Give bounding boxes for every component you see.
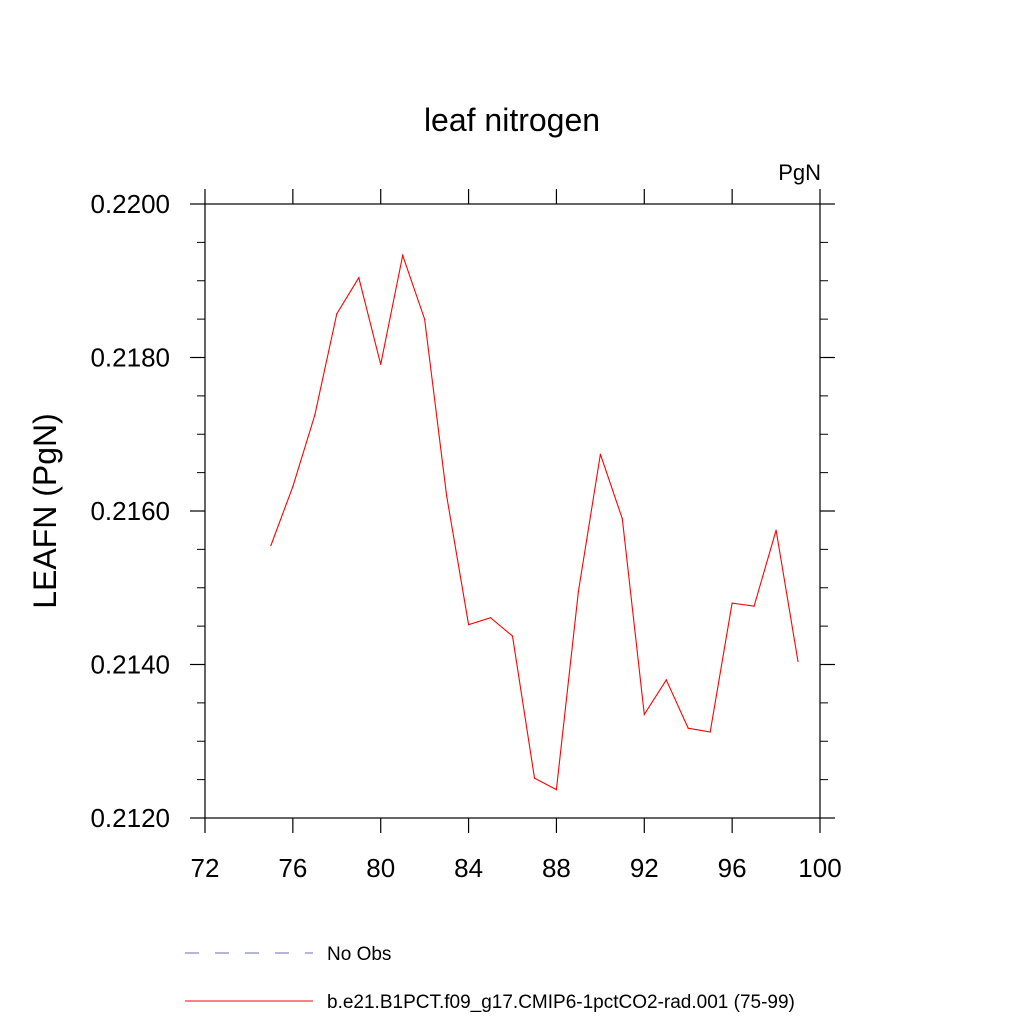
data-point — [599, 453, 601, 455]
data-point — [731, 602, 733, 604]
data-point — [380, 363, 382, 366]
series-line — [270, 253, 799, 791]
data-point — [709, 731, 711, 733]
x-tick-label: 80 — [366, 853, 395, 883]
data-point — [314, 414, 316, 416]
data-point — [402, 254, 404, 257]
x-tick-label: 84 — [454, 853, 483, 883]
plot-frame — [204, 203, 821, 819]
legend: No Obs b.e21.B1PCT.f09_g17.CMIP6-1pctCO2-… — [185, 944, 795, 1013]
units-label: PgN — [778, 160, 821, 185]
data-point — [577, 590, 579, 593]
x-tick-label: 72 — [191, 853, 220, 883]
data-point — [292, 485, 294, 488]
data-point — [446, 495, 448, 497]
y-tick-label: 0.2200 — [90, 189, 170, 219]
y-axis-label: LEAFN (PgN) — [27, 413, 63, 609]
data-point — [511, 635, 514, 637]
y-tick-label: 0.2160 — [90, 496, 170, 526]
x-tick-label: 100 — [798, 853, 841, 883]
data-point — [643, 713, 645, 715]
legend-label: No Obs — [327, 944, 391, 965]
data-point — [424, 318, 426, 320]
axis-tick-labels: 72 76 80 84 88 92 96 100 0.2120 0.2140 0.2160 0.218… — [90, 189, 841, 883]
data-point — [555, 789, 558, 791]
data-point — [753, 605, 755, 607]
data-point — [775, 529, 777, 531]
data-point — [489, 617, 492, 619]
y-tick-label: 0.2180 — [90, 343, 170, 373]
legend-label: b.e21.B1PCT.f09_g17.CMIP6-1pctCO2-rad.00… — [327, 992, 795, 1013]
data-point — [336, 313, 338, 315]
x-tick-label: 76 — [278, 853, 307, 883]
data-point — [665, 679, 667, 681]
series-group — [270, 253, 799, 791]
y-tick-label: 0.2120 — [90, 803, 170, 833]
axis-ticks — [190, 189, 835, 833]
x-tick-label: 96 — [718, 853, 747, 883]
data-point — [358, 277, 360, 279]
x-tick-label: 92 — [630, 853, 659, 883]
data-point — [533, 777, 536, 779]
data-point — [687, 727, 689, 729]
data-point — [467, 623, 470, 626]
data-point — [621, 518, 623, 520]
data-point — [797, 660, 799, 663]
chart-title: leaf nitrogen — [424, 102, 600, 138]
y-tick-label: 0.2140 — [90, 650, 170, 680]
data-point — [270, 544, 272, 547]
x-tick-label: 88 — [542, 853, 571, 883]
